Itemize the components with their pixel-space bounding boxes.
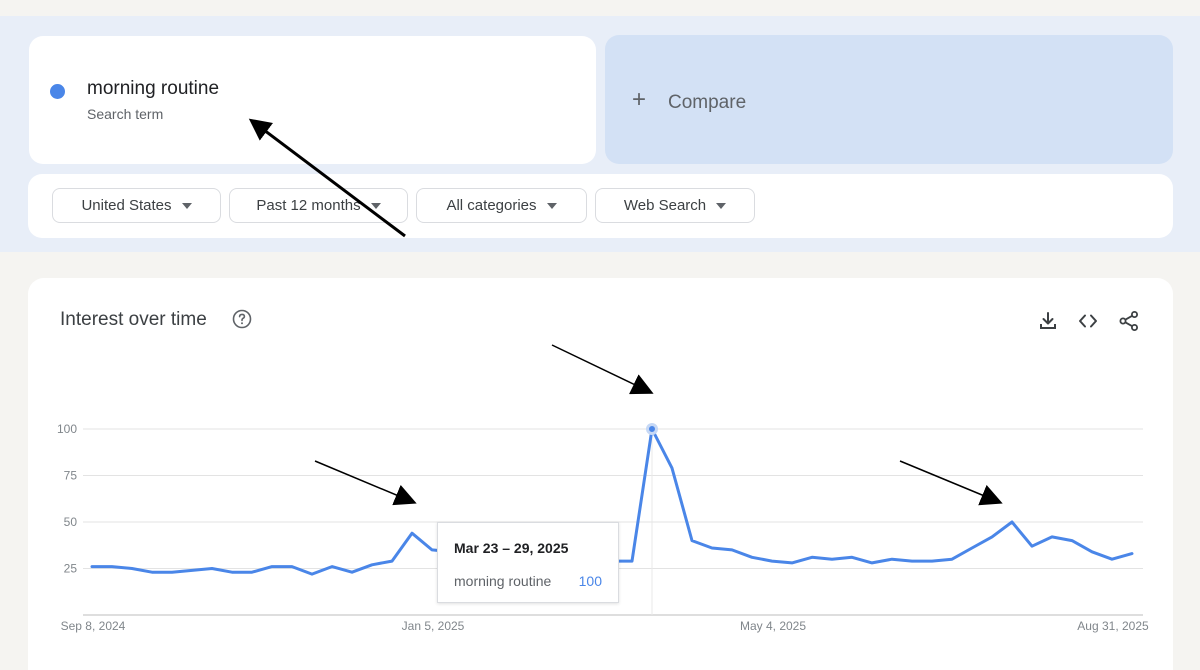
- caret-down-icon: [181, 202, 192, 209]
- search-property-filter[interactable]: Web Search: [595, 188, 755, 223]
- search-property-filter-label: Web Search: [623, 197, 707, 214]
- tooltip-value: 100: [578, 573, 602, 589]
- tooltip-date: Mar 23 – 29, 2025: [454, 540, 569, 556]
- panel-title: Interest over time: [60, 309, 207, 330]
- y-tick-label: 75: [64, 469, 78, 483]
- x-tick-label: Aug 31, 2025: [1077, 619, 1149, 633]
- category-filter-label: All categories: [446, 197, 537, 214]
- compare-button-label[interactable]: Compare: [668, 92, 747, 113]
- x-tick-label: May 4, 2025: [740, 619, 806, 633]
- compare-card[interactable]: [605, 35, 1173, 164]
- caret-down-icon: [546, 202, 557, 209]
- highlighted-data-point: [646, 423, 658, 435]
- search-term-label[interactable]: morning routine: [87, 78, 220, 99]
- x-tick-label: Sep 8, 2024: [61, 619, 126, 633]
- embed-icon[interactable]: [1077, 310, 1099, 332]
- data-point-tooltip: Mar 23 – 29, 2025 morning routine 100: [437, 522, 619, 603]
- series-color-dot: [50, 84, 65, 99]
- x-tick-label: Jan 5, 2025: [402, 619, 465, 633]
- plus-icon[interactable]: +: [632, 86, 647, 113]
- download-icon[interactable]: [1037, 310, 1059, 332]
- search-term-type: Search term: [87, 106, 164, 122]
- y-tick-label: 25: [64, 562, 78, 576]
- region-filter-label: United States: [81, 197, 172, 214]
- category-filter[interactable]: All categories: [416, 188, 587, 223]
- share-icon[interactable]: [1118, 310, 1140, 332]
- y-tick-label: 100: [57, 422, 77, 436]
- region-filter[interactable]: United States: [52, 188, 221, 223]
- tooltip-series-name: morning routine: [454, 573, 552, 589]
- y-tick-label: 50: [64, 515, 78, 529]
- help-icon[interactable]: [232, 309, 252, 329]
- caret-down-icon: [716, 202, 727, 209]
